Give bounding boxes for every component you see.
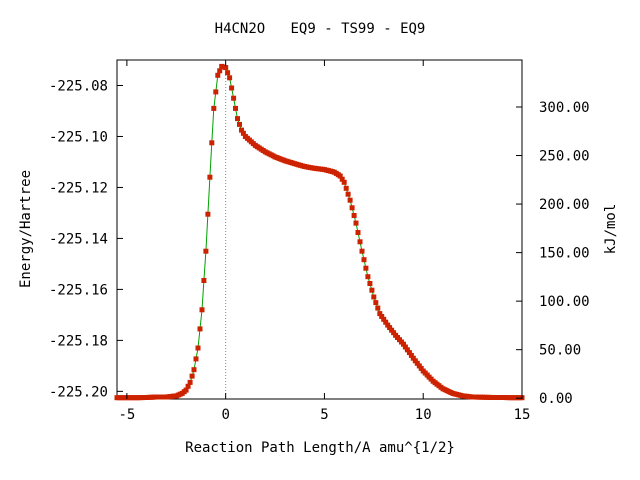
- data-point: [377, 311, 383, 317]
- data-point: [337, 173, 343, 179]
- data-point: [371, 294, 377, 300]
- y2-tick-label: 250.00: [539, 149, 590, 165]
- data-point: [418, 365, 424, 371]
- data-point: [414, 360, 420, 366]
- data-point: [185, 383, 191, 389]
- series-line: [117, 65, 522, 399]
- data-point: [349, 205, 355, 211]
- data-point: [239, 127, 244, 133]
- data-point: [183, 387, 189, 393]
- y-tick-label: -225.14: [49, 231, 108, 247]
- data-point: [189, 373, 195, 379]
- data-point: [404, 347, 410, 353]
- data-point: [373, 300, 379, 306]
- plot-frame: [116, 59, 523, 400]
- data-point: [410, 355, 416, 361]
- data-point: [357, 239, 363, 245]
- data-point: [355, 230, 361, 235]
- data-point: [365, 274, 371, 280]
- y2-tick-label: 300.00: [539, 100, 590, 116]
- x-tick-label: 5: [320, 407, 328, 423]
- data-point: [367, 281, 373, 286]
- y2-tick-label: 50.00: [539, 343, 581, 359]
- chart-title: H4CN2O EQ9 - TS99 - EQ9: [215, 21, 426, 37]
- y-tick-label: -225.20: [49, 384, 108, 400]
- data-point: [402, 344, 408, 350]
- y-axis-label: Energy/Hartree: [18, 170, 34, 288]
- data-point: [343, 185, 349, 191]
- chart-axes: -5 0 5 10 15 -225.08 -225.10 -225.12 -225.14 -225…: [49, 60, 590, 423]
- data-point: [381, 316, 387, 322]
- data-point: [199, 307, 205, 313]
- data-point: [339, 176, 345, 182]
- data-point: [217, 68, 223, 74]
- data-point: [233, 105, 238, 111]
- data-point: [387, 325, 393, 331]
- data-point: [209, 140, 215, 146]
- y-tick-label: -225.18: [49, 333, 108, 349]
- data-point: [201, 278, 207, 283]
- y-tick-label: -225.12: [49, 180, 108, 196]
- data-point: [369, 287, 375, 293]
- data-point: [225, 70, 231, 76]
- data-point: [363, 265, 369, 271]
- x-tick-label: -5: [118, 407, 135, 423]
- data-point: [383, 319, 389, 325]
- data-point: [391, 330, 397, 336]
- y2-axis-label: kJ/mol: [603, 204, 619, 255]
- data-point: [401, 341, 406, 347]
- data-point: [227, 75, 233, 81]
- data-point: [193, 356, 199, 362]
- data-point: [191, 367, 197, 373]
- data-point: [231, 95, 237, 101]
- data-point: [187, 379, 193, 385]
- data-point: [229, 85, 235, 91]
- data-point: [240, 130, 246, 136]
- data-point: [205, 211, 211, 217]
- data-point: [223, 65, 229, 71]
- chart-marks: [114, 60, 525, 401]
- data-point: [375, 305, 381, 311]
- x-tick-label: 0: [221, 407, 229, 423]
- y2-tick-label: 200.00: [539, 197, 590, 213]
- y-tick-label: -225.08: [49, 78, 108, 94]
- data-point: [197, 326, 203, 332]
- data-point: [215, 72, 221, 78]
- data-point: [345, 191, 351, 197]
- y-tick-label: -225.16: [49, 282, 108, 298]
- data-point: [195, 345, 201, 351]
- data-point: [351, 213, 357, 218]
- data-point: [235, 116, 240, 122]
- data-point: [211, 105, 217, 111]
- data-point: [353, 220, 359, 226]
- data-point: [406, 350, 412, 356]
- data-point: [237, 121, 242, 127]
- data-point: [359, 248, 365, 254]
- data-point: [207, 174, 213, 180]
- data-point: [408, 352, 414, 358]
- data-point: [379, 314, 385, 319]
- y2-tick-label: 100.00: [539, 294, 590, 310]
- y-tick-label: -225.10: [49, 129, 108, 145]
- data-point: [341, 179, 347, 185]
- x-tick-label: 10: [415, 407, 432, 423]
- data-point: [361, 257, 367, 263]
- x-axis-label: Reaction Path Length/A amu^{1/2}: [185, 440, 455, 456]
- y2-tick-label: 150.00: [539, 246, 590, 262]
- data-point: [213, 89, 219, 95]
- data-point: [203, 248, 209, 254]
- data-point: [347, 197, 353, 203]
- x-tick-label: 15: [514, 407, 531, 423]
- y2-tick-label: 0.00: [539, 391, 573, 407]
